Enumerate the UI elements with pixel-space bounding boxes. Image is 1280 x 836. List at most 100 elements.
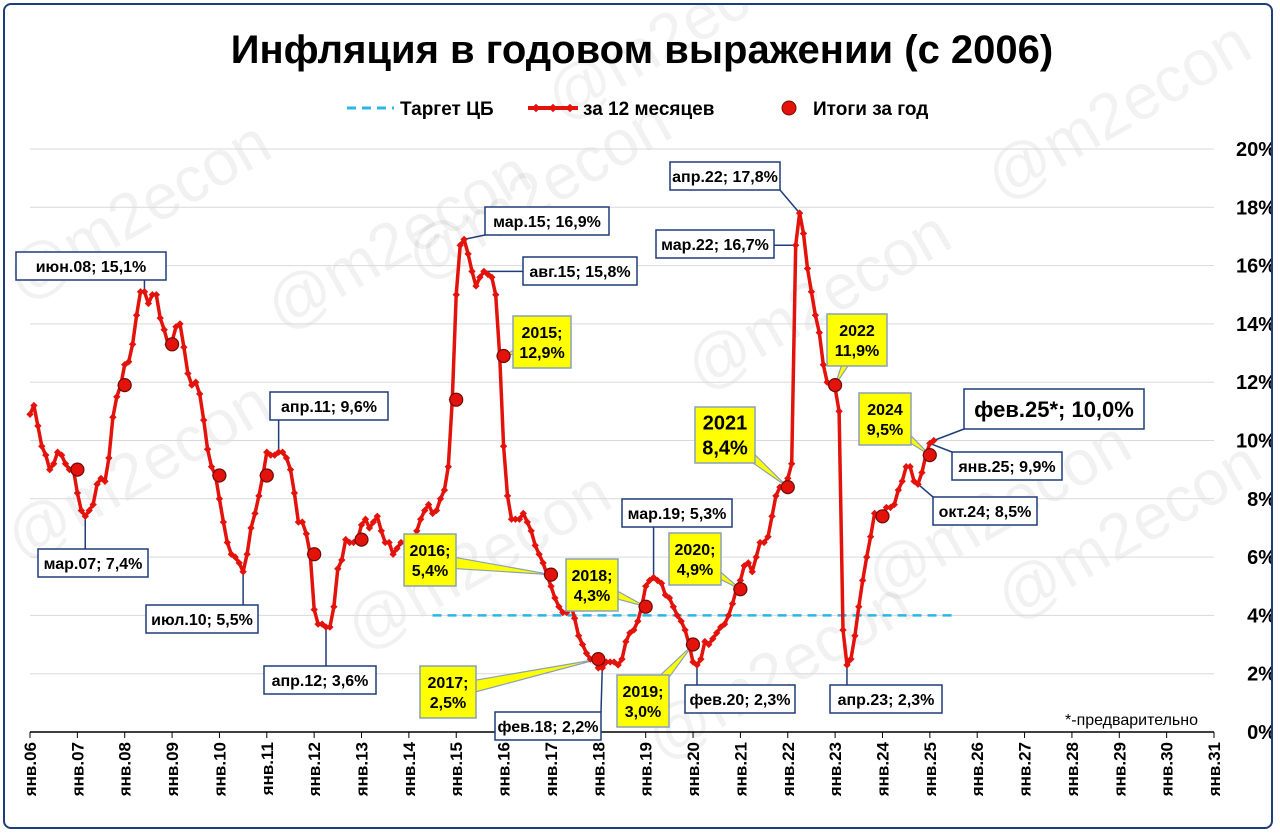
- monthly-point: [559, 608, 567, 617]
- y-tick-label: 10%: [1236, 431, 1273, 453]
- monthly-point: [866, 533, 875, 541]
- monthly-point: [499, 442, 508, 450]
- yearly-callout-box: [403, 533, 457, 587]
- monthly-point: [657, 579, 666, 587]
- monthly-point: [452, 291, 460, 299]
- monthly-point: [298, 518, 306, 526]
- callout-text: 5,4%: [412, 563, 448, 580]
- monthly-point: [555, 603, 563, 611]
- x-tick-label: янв.12: [305, 742, 324, 797]
- monthly-point: [582, 649, 591, 657]
- y-tick-label: 20%: [1236, 139, 1273, 161]
- monthly-point: [89, 500, 97, 509]
- monthly-point: [196, 390, 204, 398]
- callout-text: 11,9%: [835, 343, 879, 360]
- monthly-point: [192, 378, 200, 386]
- x-tick-label: янв.22: [779, 742, 798, 797]
- monthly-point: [255, 492, 263, 500]
- x-tick-label: янв.26: [968, 742, 987, 797]
- monthly-point: [243, 550, 251, 558]
- monthly-point: [630, 626, 638, 634]
- monthly-point: [523, 518, 531, 526]
- monthly-point: [720, 620, 729, 628]
- x-tick-label: янв.06: [21, 742, 40, 797]
- monthly-point: [152, 291, 161, 299]
- value-callout-box: [684, 684, 796, 714]
- y-tick-label: 2%: [1247, 664, 1273, 686]
- callout-text: 2021: [703, 413, 748, 435]
- monthly-point: [705, 640, 713, 649]
- yearly-callout-box: [512, 315, 572, 369]
- callout-text: 3,0%: [625, 704, 661, 721]
- monthly-point: [930, 436, 938, 445]
- monthly-point: [535, 550, 543, 558]
- monthly-point: [421, 506, 429, 515]
- x-tick-label: янв.18: [589, 742, 608, 797]
- monthly-point: [890, 500, 898, 509]
- monthly-point: [835, 407, 843, 415]
- yearly-point: [733, 582, 748, 597]
- value-callout-box: [621, 498, 733, 528]
- x-tick-label: янв.28: [1063, 742, 1082, 797]
- monthly-point: [346, 538, 354, 547]
- yearly-point: [591, 651, 606, 667]
- callout-text: мар.07; 7,4%: [44, 556, 143, 573]
- watermark-text: @m2econ: [673, 195, 962, 404]
- monthly-point: [894, 486, 902, 494]
- yearly-point: [449, 392, 464, 407]
- monthly-point: [744, 559, 752, 567]
- yearly-point: [165, 337, 180, 352]
- x-tick-label: янв.24: [873, 741, 892, 797]
- yearly-point: [875, 509, 890, 524]
- monthly-point: [618, 655, 626, 663]
- monthly-point: [527, 527, 535, 535]
- callout-text: 2019;: [623, 684, 664, 701]
- yearly-point: [259, 468, 274, 483]
- yearly-point: [307, 547, 322, 562]
- monthly-point: [598, 664, 606, 672]
- y-tick-label: 0%: [1247, 722, 1273, 744]
- callout-text: мар.22; 16,7%: [661, 237, 769, 254]
- monthly-point: [361, 515, 370, 523]
- monthly-point: [251, 509, 259, 518]
- callout-text: 2022: [839, 323, 875, 340]
- monthly-point: [574, 632, 583, 640]
- y-tick-label: 6%: [1247, 547, 1273, 569]
- value-callout-box: [669, 161, 781, 191]
- yearly-point: [496, 348, 511, 364]
- yearly-dots-layer: [70, 337, 937, 667]
- monthly-point: [863, 553, 871, 561]
- yearly-point: [70, 462, 85, 477]
- monthly-point: [385, 538, 393, 547]
- monthly-point: [772, 492, 780, 500]
- y-tick-label: 14%: [1236, 314, 1273, 336]
- monthly-point: [476, 273, 484, 281]
- x-tick-label: янв.25: [921, 742, 940, 797]
- monthly-point: [365, 524, 374, 532]
- yearly-callout-box: [826, 313, 888, 367]
- callout-leader: [917, 483, 934, 498]
- x-tick-label: янв.11: [258, 742, 277, 796]
- monthly-point: [882, 503, 891, 512]
- monthly-point: [468, 267, 476, 276]
- monthly-point: [377, 527, 385, 535]
- monthly-point: [294, 518, 303, 526]
- monthly-point: [184, 369, 192, 378]
- monthly-point: [369, 518, 378, 526]
- monthly-point: [795, 209, 804, 217]
- yearly-point: [827, 378, 843, 393]
- monthly-point: [855, 603, 863, 611]
- callout-text: 12,9%: [519, 345, 564, 362]
- monthly-point: [511, 515, 520, 523]
- callouts-layer: июн.08; 15,1% мар.07; 7,4% июл.10; 5,5% апр…: [15, 161, 1145, 741]
- callout-text: 2,5%: [430, 695, 466, 712]
- yearly-point: [638, 599, 653, 614]
- monthly-point: [326, 623, 334, 631]
- monthly-point: [673, 611, 681, 620]
- monthly-point: [819, 361, 827, 369]
- monthly-point: [713, 629, 721, 637]
- monthly-point: [381, 538, 389, 547]
- monthly-point: [156, 314, 164, 322]
- monthly-point: [914, 480, 922, 488]
- monthly-point: [642, 582, 650, 590]
